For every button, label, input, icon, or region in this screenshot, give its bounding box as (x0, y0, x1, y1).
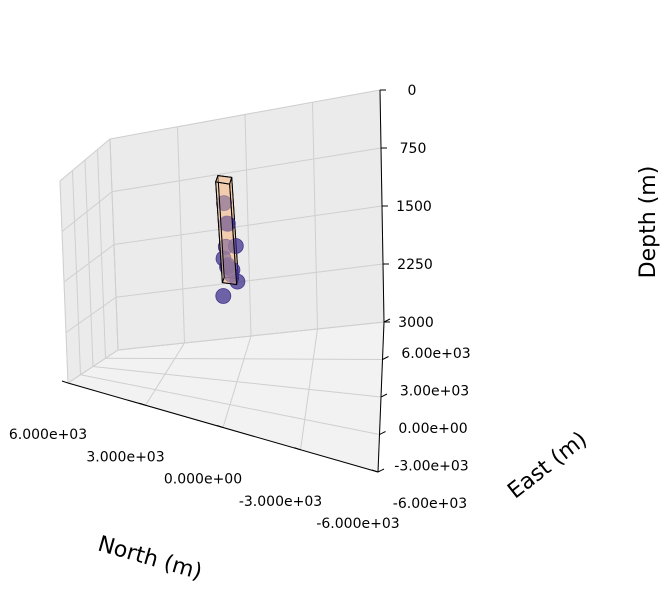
box-face-top (215, 175, 233, 185)
back-pane (109, 89, 385, 351)
grid-line (67, 349, 119, 384)
grid-line (92, 366, 382, 398)
grid-line (80, 374, 380, 435)
tick-label: 1500 (396, 199, 432, 215)
tick-label: -3.00e+03 (394, 459, 468, 475)
grid-line (61, 191, 113, 232)
tick-label: -3.000e+03 (239, 494, 322, 510)
data-point (219, 215, 236, 232)
tick-mark (380, 393, 388, 398)
grid-line (59, 138, 111, 182)
grid-line (59, 180, 69, 384)
data-point (229, 273, 246, 290)
tick-mark (377, 468, 385, 473)
grid-line (113, 205, 383, 245)
tick-label: 3.000e+03 (86, 449, 164, 465)
tick-labels: 6.000e+03 3.000e+030.000e+00 -3.000e+03 -6.… (9, 83, 471, 532)
tick-mark (61, 380, 69, 384)
tick-mark (216, 425, 224, 428)
y-axis-label: East (m) (503, 427, 592, 504)
x-axis-label: North (m) (95, 532, 205, 586)
tick-label: 0.000e+00 (164, 472, 242, 488)
tick-mark (382, 356, 389, 360)
grid-line (105, 357, 383, 360)
tick-label: 6.00e+03 (401, 346, 470, 362)
tick-mark (371, 469, 379, 473)
tick-label: -6.00e+03 (393, 496, 467, 512)
volume-box-front (215, 175, 238, 286)
grid-line (63, 244, 115, 283)
tick-mark (294, 447, 301, 451)
tick-mark (139, 402, 146, 406)
grid-line (111, 147, 382, 193)
tick-label: 6.000e+03 (9, 427, 87, 443)
tick-marks (61, 89, 391, 473)
grid-line (117, 321, 385, 351)
tick-label: 3000 (398, 315, 434, 331)
tick-label: 2250 (397, 257, 433, 273)
data-point (215, 288, 232, 304)
tick-mark (379, 431, 386, 435)
tick-label: 0 (408, 83, 417, 99)
tick-label: 750 (400, 141, 427, 157)
tick-label: -6.000e+03 (316, 516, 399, 532)
grid-line (65, 296, 117, 333)
tick-label: 0.00e+00 (398, 421, 467, 437)
tick-label: 3.00e+03 (400, 384, 469, 400)
z-axis-label: Depth (m) (636, 166, 661, 279)
grid-line (115, 263, 384, 298)
grid-line (109, 89, 381, 140)
